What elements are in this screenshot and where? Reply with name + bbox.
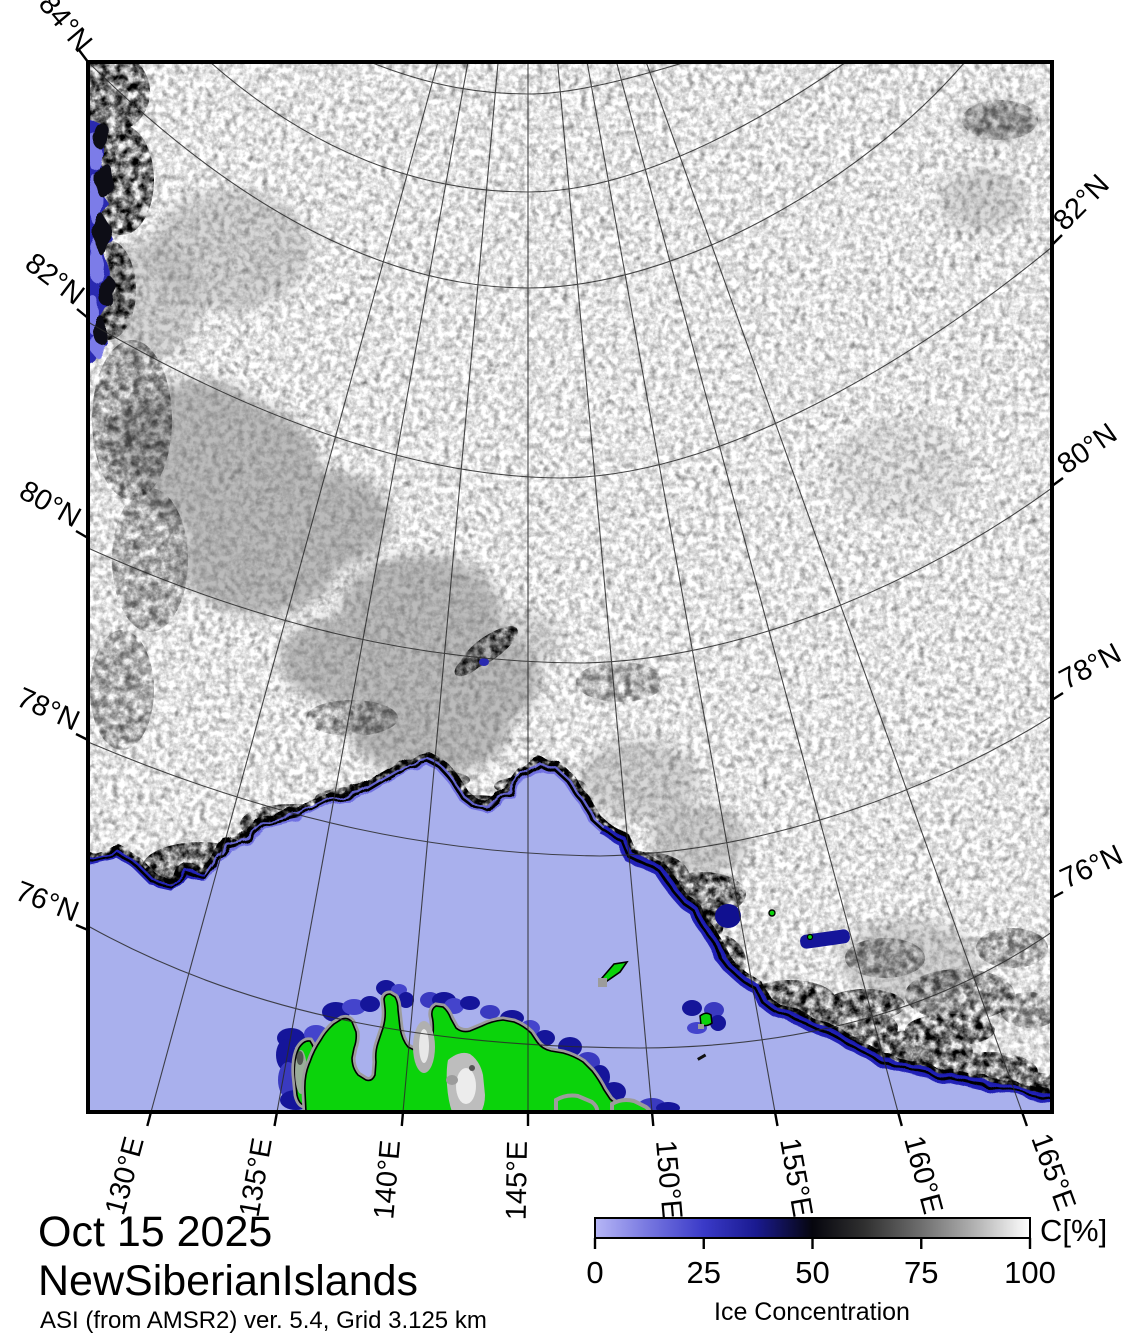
islet-speck-1 [768,909,776,917]
colorbar-ticks: 0 25 50 75 100 [586,1238,1056,1290]
bunge-dark-dot [469,1065,475,1071]
colorbar-axis-label: Ice Concentration [714,1298,910,1326]
legend-colorbar: 0 25 50 75 100 C[%] Ice Concentration [586,1213,1107,1326]
islet-speck-2 [806,933,814,941]
ice-cloud-patches [100,102,1038,1000]
meridian-155E [586,62,776,1112]
region-title: NewSiberianIslands [38,1257,418,1305]
longitude-tick [773,1111,779,1127]
left-edge-ice-strip [88,118,115,362]
water-dark-dash [697,1053,707,1061]
graticule [88,62,1052,1112]
latitude-right-tick [1051,477,1064,487]
longitude-tick [1020,1111,1029,1127]
longitude-label: 150°E [649,1139,688,1221]
longitude-label: 145°E [501,1141,534,1221]
latitude-left-tick [75,732,89,742]
latitude-right-label: 80°N [1052,417,1123,480]
parallel-78N [88,715,1052,857]
longitude-label: 135°E [234,1136,279,1220]
islet-east-gray [698,1024,704,1029]
meridian-135E [276,62,469,1112]
longitude-label: 140°E [368,1139,407,1221]
gray-dot-1 [446,1075,458,1085]
meridian-160E [615,62,899,1112]
longitude-label: 160°E [897,1133,948,1218]
longitude-tick [400,1111,405,1127]
longitude-tick [896,1111,903,1127]
colorbar-tick-label: 75 [904,1255,938,1290]
latitude-left-tick [76,308,89,319]
colorbar-tick-label: 100 [1004,1255,1056,1290]
navy-patches [479,658,850,949]
peninsula-light-patch [419,1029,429,1063]
latitude-left-label: 82°N [19,247,90,312]
latitude-right-tick [1051,234,1063,246]
bunge-land-light [456,1068,476,1104]
latitude-right-label: 82°N [1047,169,1115,237]
longitude-tick [650,1111,655,1127]
longitude-tick [146,1111,153,1127]
longitude-label: 130°E [99,1134,150,1219]
islet-east [699,1012,713,1027]
colorbar-unit-label: C[%] [1040,1213,1107,1248]
date-title: Oct 15 2025 [38,1208,272,1256]
source-subtitle: ASI (from AMSR2) ver. 5.4, Grid 3.125 km [40,1307,487,1333]
colorbar-gradient [594,1217,1031,1239]
island-west-dark-dot [296,1051,304,1065]
latitude-left-tick [78,49,89,63]
parallel-80N [88,487,1052,664]
map-frame [86,60,1054,1114]
meridian-140E [402,62,499,1112]
colorbar-tick-label: 25 [687,1255,721,1290]
longitude-label: 165°E [1024,1129,1081,1214]
land-group [276,909,814,1112]
parallel-82N [88,246,1052,479]
parallel-76N [88,925,1052,1049]
latitude-right-label: 78°N [1054,638,1126,697]
latitude-right-label: 76°N [1055,839,1127,895]
colorbar-tick-label: 50 [795,1255,829,1290]
latitude-left-label: 84°N [32,0,98,58]
meridian-150E [557,62,653,1112]
latitude-right-tick [1051,691,1064,702]
longitude-tick [273,1111,279,1127]
islet-wing-gray [598,978,607,987]
map-area [88,62,1052,1112]
latitude-left-tick [75,923,89,932]
latitude-left-label: 80°N [14,475,86,534]
latitude-left-label: 76°N [11,875,83,928]
latitude-left-label: 78°N [12,682,84,738]
ice-edge-rim [88,760,1052,1101]
colorbar-tick-label: 0 [586,1255,603,1290]
latitude-right-tick [1051,890,1064,900]
meridian-165E [645,62,1023,1112]
meridian-130E [150,62,439,1112]
latitude-left-tick [75,529,89,540]
longitude-label: 155°E [773,1136,818,1220]
